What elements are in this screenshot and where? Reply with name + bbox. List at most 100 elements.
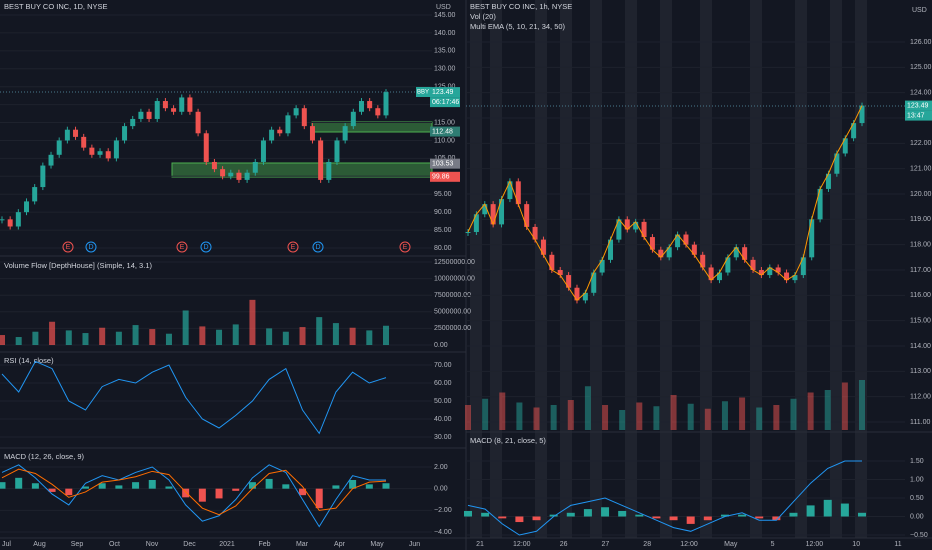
- volume-bar: [15, 337, 22, 345]
- volume-bar: [721, 401, 728, 430]
- y-tick-label: 0.00: [434, 486, 448, 493]
- y-tick-label: 145.00: [434, 12, 456, 19]
- zone: [311, 121, 433, 133]
- session-band: [625, 0, 637, 538]
- volume-bar: [366, 330, 373, 345]
- candle: [64, 129, 70, 141]
- candle: [187, 97, 193, 112]
- x-tick-label: Mar: [296, 541, 309, 548]
- x-tick-label: 28: [643, 541, 651, 548]
- event-label: D: [88, 244, 93, 251]
- volume-bar: [841, 382, 848, 430]
- candle: [557, 270, 563, 276]
- indicator-title: Multi EMA (5, 10, 21, 34, 50): [470, 22, 566, 31]
- histogram-bar: [755, 516, 764, 519]
- histogram-bar: [618, 510, 627, 517]
- candle: [220, 169, 226, 177]
- x-tick-label: Aug: [33, 541, 46, 548]
- x-tick-label: 26: [560, 541, 568, 548]
- candle: [7, 219, 13, 227]
- volume-bar: [0, 335, 5, 345]
- y-tick-label: 116.00: [910, 292, 931, 299]
- histogram-bar: [98, 483, 106, 489]
- histogram-bar: [772, 516, 781, 521]
- candle: [228, 172, 234, 177]
- candle: [834, 153, 840, 174]
- y-tick-label: 126.00: [910, 39, 932, 46]
- volume-bar: [756, 407, 763, 430]
- histogram-bar: [65, 488, 73, 496]
- y-tick-label: 130.00: [434, 66, 456, 73]
- candle: [515, 181, 521, 205]
- candle: [146, 111, 152, 119]
- candle: [591, 272, 597, 293]
- candle: [97, 151, 103, 155]
- event-marker: [176, 241, 188, 253]
- y-tick-label: 7500000.00: [434, 292, 471, 299]
- event-label: E: [180, 244, 185, 251]
- y-tick-label: 5000000.00: [434, 309, 471, 316]
- histogram-bar: [332, 485, 340, 489]
- candle: [24, 201, 30, 213]
- candle: [465, 232, 471, 233]
- candle: [825, 173, 831, 189]
- histogram-bar: [549, 514, 558, 517]
- candle: [342, 126, 348, 141]
- volume-bar: [115, 331, 122, 345]
- x-tick-label: 11: [894, 541, 901, 548]
- candle: [32, 187, 38, 202]
- y-tick-label: 12500000.00: [434, 259, 475, 266]
- candle: [195, 111, 201, 134]
- chart-title: BEST BUY CO INC, 1h, NYSE: [470, 2, 572, 11]
- countdown: 13:47: [907, 112, 925, 119]
- histogram-bar: [15, 477, 23, 489]
- y-tick-label: 122.00: [910, 140, 932, 147]
- candle: [252, 161, 258, 173]
- indicator-title: MACD (8, 21, close, 5): [470, 436, 546, 445]
- y-tick-label: 1.00: [910, 476, 924, 483]
- histogram-bar: [115, 485, 123, 489]
- histogram-bar: [601, 507, 610, 517]
- histogram-bar: [382, 483, 390, 489]
- candle: [40, 165, 46, 188]
- y-tick-label: −0.50: [910, 532, 928, 539]
- histogram-bar: [481, 512, 490, 517]
- volume-bar: [132, 325, 139, 345]
- volume-bar: [533, 407, 540, 430]
- candle: [15, 212, 21, 227]
- candle: [293, 108, 299, 116]
- candle: [775, 267, 781, 273]
- ema-line: [467, 105, 863, 302]
- histogram-bar: [652, 516, 661, 519]
- last-price-bg: [430, 87, 460, 98]
- x-tick-label: Jun: [409, 541, 420, 548]
- event-marker: [200, 241, 212, 253]
- candle: [383, 92, 389, 116]
- candle: [641, 221, 647, 238]
- y-tick-label: 0.00: [910, 513, 924, 520]
- histogram-bar: [0, 482, 6, 489]
- countdown-bg: [430, 97, 460, 108]
- histogram-bar: [349, 480, 357, 489]
- candle: [507, 181, 513, 200]
- ticker-tag: BBY: [417, 90, 429, 96]
- y-tick-label: 95.00: [434, 191, 452, 198]
- y-tick-label: 111.00: [910, 419, 930, 426]
- candle: [842, 138, 848, 154]
- candle: [624, 219, 630, 230]
- y-tick-label: 140.00: [434, 30, 456, 37]
- candle: [0, 219, 5, 221]
- chart-title: BEST BUY CO INC, 1D, NYSE: [4, 2, 108, 11]
- candle: [725, 257, 731, 273]
- y-tick-label: 125.00: [910, 64, 932, 71]
- countdown-bg: [905, 110, 932, 121]
- y-tick-label: 2500000.00: [434, 325, 471, 332]
- y-tick-label: 0.50: [910, 495, 924, 502]
- volume-bar: [266, 328, 273, 345]
- candle: [800, 257, 806, 276]
- volume-bar: [282, 331, 289, 345]
- candle: [683, 234, 689, 245]
- y-tick-label: 114.00: [910, 343, 931, 350]
- candle: [326, 161, 332, 180]
- candle: [700, 254, 706, 268]
